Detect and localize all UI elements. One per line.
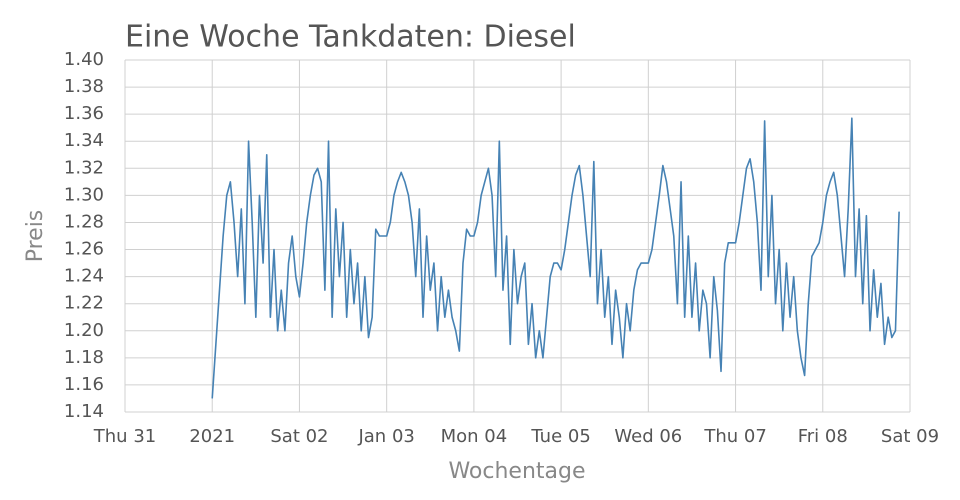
- chart-title: Eine Woche Tankdaten: Diesel: [125, 20, 576, 55]
- x-tick-label: Jan 03: [357, 426, 414, 447]
- x-tick-label: Mon 04: [441, 426, 508, 447]
- x-tick-label: Sat 09: [881, 426, 939, 447]
- y-axis-label: Preis: [23, 210, 48, 263]
- x-tick-label: Tue 05: [530, 426, 590, 447]
- x-tick-label: 2021: [189, 426, 235, 447]
- y-tick-label: 1.22: [64, 293, 104, 314]
- y-tick-label: 1.34: [64, 130, 104, 151]
- y-tick-label: 1.18: [64, 347, 104, 368]
- y-tick-label: 1.28: [64, 211, 104, 232]
- y-tick-label: 1.20: [64, 320, 104, 341]
- x-axis-label: Wochentage: [448, 459, 585, 484]
- y-tick-label: 1.26: [64, 239, 104, 260]
- y-tick-label: 1.38: [64, 76, 104, 97]
- y-tick-label: 1.32: [64, 157, 104, 178]
- x-tick-label: Thu 07: [703, 426, 766, 447]
- y-tick-label: 1.36: [64, 103, 104, 124]
- y-tick-label: 1.24: [64, 266, 104, 287]
- y-tick-label: 1.30: [64, 184, 104, 205]
- y-tick-label: 1.14: [64, 401, 104, 422]
- x-tick-label: Wed 06: [614, 426, 682, 447]
- y-tick-label: 1.16: [64, 374, 104, 395]
- x-tick-label: Sat 02: [270, 426, 328, 447]
- x-tick-label: Fri 08: [798, 426, 848, 447]
- y-tick-label: 1.40: [64, 49, 104, 70]
- line: [211, 117, 900, 399]
- x-tick-label: Thu 31: [93, 426, 156, 447]
